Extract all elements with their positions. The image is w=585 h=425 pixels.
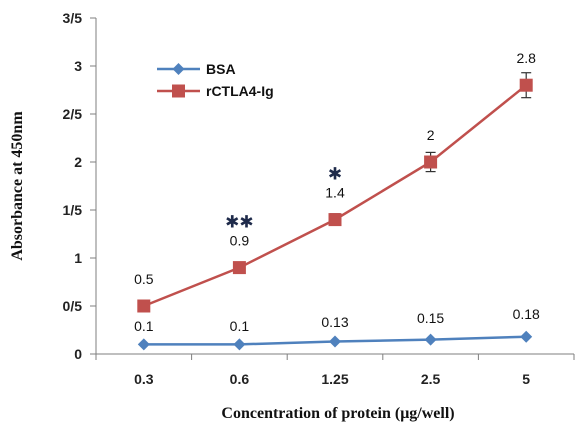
data-point xyxy=(328,213,342,227)
legend-item: rCTLA4-Ig xyxy=(157,83,274,99)
y-tick-label: 1/5 xyxy=(63,202,83,218)
data-label: 0.15 xyxy=(417,310,444,326)
y-tick-label: 2/5 xyxy=(63,106,83,122)
significance-marker: ✱ xyxy=(328,165,342,185)
x-tick-label: 0.6 xyxy=(230,371,250,387)
significance-marker: ✱✱ xyxy=(225,213,254,233)
data-point xyxy=(424,155,438,169)
data-label: 0.13 xyxy=(321,314,348,330)
data-point xyxy=(329,335,341,348)
y-tick-label: 3 xyxy=(74,58,82,74)
x-axis: 0.3 0.6 1.25 2.5 5 xyxy=(95,353,575,387)
data-point xyxy=(424,333,437,346)
legend-marker xyxy=(172,63,185,75)
x-tick-label: 0.3 xyxy=(134,371,154,387)
data-label: 1.4 xyxy=(325,185,345,201)
data-point xyxy=(519,78,533,92)
y-tick-label: 2 xyxy=(74,154,82,170)
y-tick-label: 0/5 xyxy=(63,298,83,314)
data-label: 0.18 xyxy=(513,306,540,322)
x-tick-label: 2.5 xyxy=(421,371,441,387)
data-point xyxy=(232,261,246,275)
legend: BSA rCTLA4-Ig xyxy=(157,61,274,99)
y-axis-title: Absorbance at 450nm xyxy=(9,111,26,261)
x-tick-label: 1.25 xyxy=(321,371,348,387)
series-bsa: 0.1 0.1 0.13 0.15 0.18 xyxy=(134,306,540,351)
y-tick-label: 1 xyxy=(74,250,82,266)
series-rctla4-ig: 0.5 0.9 1.4 2 2.8 xyxy=(134,50,536,313)
data-point xyxy=(137,299,151,313)
data-label: 0.5 xyxy=(134,271,154,287)
legend-marker xyxy=(172,84,185,98)
legend-item: BSA xyxy=(157,61,236,77)
y-tick-label: 3/5 xyxy=(63,10,83,26)
data-point xyxy=(233,338,246,351)
x-axis-title: Concentration of protein (μg/well) xyxy=(221,405,454,422)
data-label: 0.9 xyxy=(230,233,250,249)
y-tick-label: 0 xyxy=(74,346,82,362)
legend-label: rCTLA4-Ig xyxy=(206,83,274,99)
legend-label: BSA xyxy=(206,61,236,77)
data-label: 2.8 xyxy=(516,50,536,66)
x-tick-label: 5 xyxy=(522,371,530,387)
data-label: 0.1 xyxy=(230,318,250,334)
series-layer: 0.1 0.1 0.13 0.15 0.180.50.91.422.8✱✱✱ xyxy=(134,50,540,351)
data-point xyxy=(137,338,150,351)
data-label: 2 xyxy=(427,127,435,143)
data-point xyxy=(520,330,533,343)
y-axis: 0 0/5 1 1/5 2 2/5 3 3/5 xyxy=(63,10,97,362)
data-label: 0.1 xyxy=(134,318,154,334)
